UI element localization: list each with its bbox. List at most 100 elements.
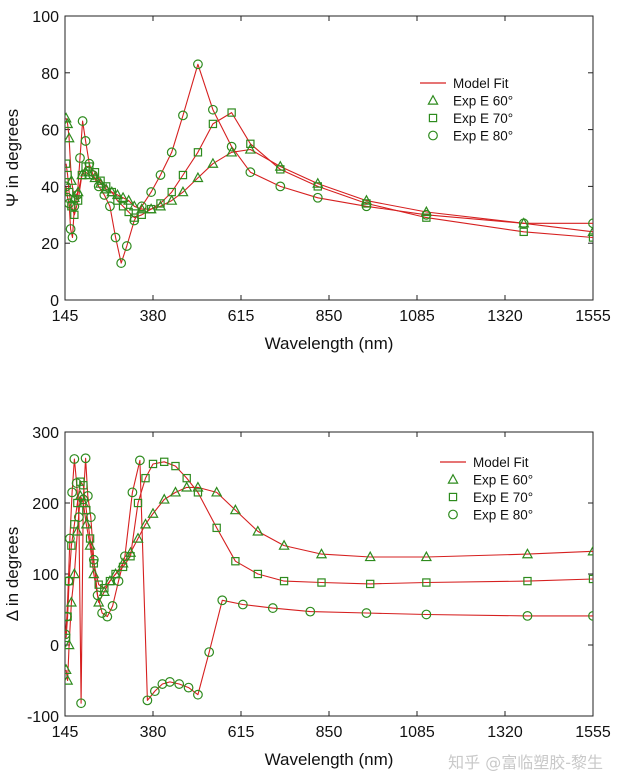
data-point-square xyxy=(65,633,71,643)
model-fit-line-2 xyxy=(65,457,593,704)
x-tick-label: 1555 xyxy=(575,308,611,325)
data-point-triangle xyxy=(207,157,219,168)
data-point-square xyxy=(313,182,322,191)
x-tick-label: 1555 xyxy=(575,724,611,741)
data-point-triangle xyxy=(139,518,152,529)
x-tick-label: 145 xyxy=(52,724,79,741)
legend-entry-label: Exp E 80° xyxy=(453,129,513,144)
data-point-square xyxy=(67,541,76,550)
data-point-square xyxy=(276,165,285,174)
watermark: 知乎 @富临塑胶-黎生 xyxy=(448,753,603,772)
data-point-triangle xyxy=(84,539,96,550)
data-point-square xyxy=(65,159,71,168)
data-point-circle xyxy=(80,136,91,146)
data-point-circle xyxy=(105,201,115,212)
data-point-square xyxy=(588,574,593,584)
legend-marker-circle xyxy=(448,509,458,520)
data-point-circle xyxy=(166,147,177,158)
legend-marker-triangle xyxy=(427,94,439,105)
data-point-circle xyxy=(208,104,218,115)
data-point-circle xyxy=(116,258,127,268)
data-point-circle xyxy=(361,201,372,212)
data-point-square xyxy=(70,520,79,529)
data-point-triangle xyxy=(169,486,182,497)
data-point-square xyxy=(77,170,87,180)
data-point-triangle xyxy=(226,146,238,157)
data-point-square xyxy=(193,148,203,157)
data-point-square xyxy=(279,576,289,586)
x-tick-label: 850 xyxy=(316,724,343,741)
data-point-triangle xyxy=(98,585,110,596)
data-point-triangle xyxy=(65,663,72,675)
data-point-square xyxy=(65,170,72,180)
y-tick-label: 0 xyxy=(50,293,59,310)
data-point-circle xyxy=(67,487,78,498)
data-point-square xyxy=(160,457,169,467)
data-point-square xyxy=(105,576,115,586)
data-point-square xyxy=(90,168,100,177)
data-point-circle xyxy=(421,209,432,220)
data-point-triangle xyxy=(93,596,105,607)
data-point-square xyxy=(193,488,203,497)
data-point-triangle xyxy=(88,567,100,579)
data-point-square xyxy=(100,583,109,593)
data-point-triangle xyxy=(587,225,593,237)
data-point-circle xyxy=(65,198,75,209)
x-tick-label: 615 xyxy=(228,724,255,741)
data-point-circle xyxy=(88,170,98,180)
data-point-circle xyxy=(102,611,113,622)
legend-delta: Model Fit Exp E 60° Exp E 70° Exp E 80° xyxy=(440,455,533,523)
data-point-square xyxy=(118,202,128,211)
legend-fit-label: Model Fit xyxy=(473,455,529,470)
data-point-circle xyxy=(127,487,138,498)
data-point-triangle xyxy=(420,550,432,562)
data-point-triangle xyxy=(65,117,74,129)
data-point-square xyxy=(82,505,91,515)
data-point-circle xyxy=(121,241,132,251)
x-axis-label: Wavelength (nm) xyxy=(265,750,394,769)
data-point-circle xyxy=(136,201,147,212)
data-point-circle xyxy=(76,698,87,709)
data-point-triangle xyxy=(315,548,328,559)
legend-marker-circle xyxy=(428,130,438,141)
data-point-square xyxy=(65,187,74,197)
data-point-circle xyxy=(193,59,203,70)
data-point-circle xyxy=(522,610,533,621)
data-point-circle xyxy=(85,512,96,523)
y-axis-label: Δ in degrees xyxy=(3,527,22,622)
x-axis-label: Wavelength (nm) xyxy=(265,334,394,353)
data-point-circle xyxy=(110,232,121,243)
data-point-circle xyxy=(421,609,432,620)
data-point-circle xyxy=(267,603,278,613)
data-point-triangle xyxy=(364,550,376,562)
data-point-triangle xyxy=(587,545,593,556)
y-tick-label: 100 xyxy=(32,567,59,584)
data-point-square xyxy=(79,481,88,490)
y-tick-label: 20 xyxy=(41,236,59,253)
data-point-circle xyxy=(245,167,256,178)
data-point-square xyxy=(167,187,176,197)
data-point-triangle xyxy=(71,525,83,536)
data-point-square xyxy=(113,196,122,205)
data-point-triangle xyxy=(80,518,92,529)
x-tick-label: 380 xyxy=(140,724,167,741)
legend-marker-square xyxy=(428,113,438,123)
y-tick-label: 300 xyxy=(32,425,59,442)
data-point-circle xyxy=(178,110,188,121)
data-point-circle xyxy=(71,478,82,489)
data-point-circle xyxy=(73,512,84,523)
data-point-square xyxy=(124,207,133,217)
data-point-triangle xyxy=(252,525,264,536)
chart-psi: 145 380 615 850 1085 1320 1555 0 20 40 60 80 100 Wave… xyxy=(3,9,611,353)
legend-entry-label: Exp E 60° xyxy=(453,94,513,109)
data-point-circle xyxy=(142,695,153,706)
legend-psi: Model Fit Exp E 60° Exp E 70° Exp E 80° xyxy=(420,76,513,144)
data-point-circle xyxy=(305,606,316,617)
data-point-circle xyxy=(113,576,124,586)
data-point-triangle xyxy=(65,674,74,685)
x-tick-label: 1085 xyxy=(399,724,435,741)
x-tick-label: 1320 xyxy=(487,724,523,741)
data-point-circle xyxy=(82,491,93,501)
data-point-triangle xyxy=(211,486,223,497)
y-tick-label: 200 xyxy=(32,496,59,513)
